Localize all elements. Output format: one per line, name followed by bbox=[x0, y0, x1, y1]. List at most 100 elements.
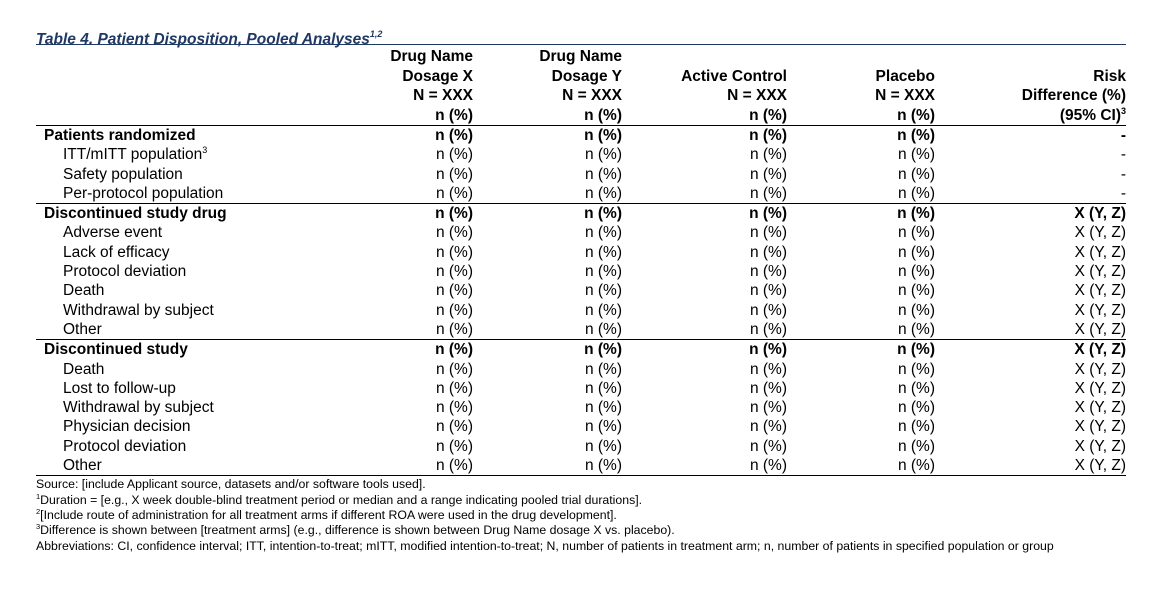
cell-value: n (%) bbox=[787, 339, 935, 360]
column-header-footnote-mark: 3 bbox=[1120, 105, 1126, 116]
row-label: ITT/mITT population3 bbox=[36, 145, 366, 164]
cell-value: n (%) bbox=[897, 320, 935, 338]
cell-value: n (%) bbox=[897, 418, 935, 436]
column-header-line: n (%) bbox=[749, 106, 787, 124]
document-page: Table 4. Patient Disposition, Pooled Ana… bbox=[36, 24, 1126, 554]
cell-value: n (%) bbox=[435, 320, 473, 338]
cell-value: n (%) bbox=[584, 184, 622, 202]
table-row: Discontinued study drug n (%) n (%) n (%) n … bbox=[36, 203, 1126, 224]
row-label: Discontinued study drug bbox=[36, 203, 366, 224]
row-label-text: Death bbox=[63, 282, 105, 300]
table-row: Discontinued study n (%) n (%) n (%) n (%) X … bbox=[36, 339, 1126, 360]
cell-value: n (%) bbox=[435, 282, 473, 300]
cell-value: X (Y, Z) bbox=[935, 203, 1126, 224]
cell-value: n (%) bbox=[749, 263, 787, 281]
cell-value: X (Y, Z) bbox=[1074, 320, 1126, 338]
cell-value: n (%) bbox=[749, 437, 787, 455]
cell-value: n (%) bbox=[473, 456, 622, 477]
row-label-text: Other bbox=[63, 320, 102, 338]
cell-value: n (%) bbox=[749, 360, 787, 378]
table-row: Death n (%) n (%) n (%) n (%) X (Y, Z) bbox=[36, 281, 1126, 300]
column-header-line: Risk bbox=[1093, 67, 1126, 85]
cell-value: n (%) bbox=[749, 282, 787, 300]
cell-value: n (%) bbox=[749, 165, 787, 183]
cell-value: - bbox=[935, 125, 1126, 146]
row-label: Withdrawal by subject bbox=[36, 398, 366, 417]
cell-value: n (%) bbox=[749, 379, 787, 397]
footnote: 1Duration = [e.g., X week double-blind t… bbox=[36, 491, 1126, 508]
cell-value: n (%) bbox=[622, 125, 787, 146]
cell-value: X (Y, Z) bbox=[1074, 399, 1126, 417]
row-label-text: Protocol deviation bbox=[63, 437, 187, 455]
footnote-text: Difference is shown between [treatment a… bbox=[40, 523, 675, 538]
footnote-mark: 1 bbox=[36, 491, 41, 501]
row-label: Protocol deviation bbox=[36, 437, 366, 456]
column-header-line: N = XXX bbox=[413, 87, 473, 104]
table-title-footnote-mark: 1,2 bbox=[369, 29, 383, 39]
cell-value: n (%) bbox=[749, 320, 787, 338]
footnote-list: 1Duration = [e.g., X week double-blind t… bbox=[36, 491, 1126, 539]
cell-value: n (%) bbox=[435, 146, 473, 164]
column-header-line: (95% CI)3 bbox=[1059, 105, 1126, 124]
column-header-line: Active Control bbox=[681, 67, 787, 85]
table-row: Protocol deviation n (%) n (%) n (%) n (%) X … bbox=[36, 262, 1126, 281]
cell-value: n (%) bbox=[897, 301, 935, 319]
cell-value: n (%) bbox=[584, 418, 622, 436]
column-header-line bbox=[36, 106, 366, 126]
table-row: Other n (%) n (%) n (%) n (%) X (Y, Z) bbox=[36, 320, 1126, 340]
row-label-text: Death bbox=[63, 360, 105, 378]
column-header-line: n (%) bbox=[584, 106, 622, 124]
column-header-3: Active Control N = XXX n (%) bbox=[622, 45, 787, 126]
cell-value: n (%) bbox=[622, 339, 787, 360]
row-label: Adverse event bbox=[36, 223, 366, 242]
column-header-line: Dosage Y bbox=[551, 67, 622, 85]
source-note: Source: [include Applicant source, datas… bbox=[36, 477, 426, 492]
cell-value: X (Y, Z) bbox=[1074, 243, 1126, 261]
row-label-text: Other bbox=[63, 457, 102, 475]
row-label-text: ITT/mITT population bbox=[63, 146, 203, 164]
row-label-text: Adverse event bbox=[63, 224, 163, 242]
cell-value: n (%) bbox=[366, 203, 473, 224]
cell-value: X (Y, Z) bbox=[1074, 437, 1126, 455]
cell-value: n (%) bbox=[584, 282, 622, 300]
row-label: Per-protocol population bbox=[36, 184, 366, 204]
table-row: Lack of efficacy n (%) n (%) n (%) n (%) X (Y… bbox=[36, 243, 1126, 262]
footnote-text: Duration = [e.g., X week double-blind tr… bbox=[40, 492, 643, 507]
table-row: Patients randomized n (%) n (%) n (%) n (%) - bbox=[36, 125, 1126, 146]
cell-value: X (Y, Z) bbox=[935, 456, 1126, 477]
table-row: Protocol deviation n (%) n (%) n (%) n (%) X … bbox=[36, 437, 1126, 456]
cell-value: n (%) bbox=[749, 418, 787, 436]
cell-value: n (%) bbox=[749, 224, 787, 242]
cell-value: n (%) bbox=[435, 437, 473, 455]
cell-value: n (%) bbox=[897, 379, 935, 397]
row-label-text: Lack of efficacy bbox=[63, 243, 170, 261]
column-header-2: Drug Name Dosage Y N = XXX n (%) bbox=[473, 45, 622, 126]
cell-value: n (%) bbox=[584, 263, 622, 281]
row-label: Other bbox=[36, 320, 366, 340]
cell-value: n (%) bbox=[584, 243, 622, 261]
cell-value: n (%) bbox=[435, 224, 473, 242]
cell-value: n (%) bbox=[435, 243, 473, 261]
cell-value: n (%) bbox=[787, 456, 935, 477]
cell-value: n (%) bbox=[622, 203, 787, 224]
cell-value: n (%) bbox=[897, 437, 935, 455]
column-header-line: N = XXX bbox=[875, 87, 935, 104]
row-label: Patients randomized bbox=[36, 125, 366, 146]
cell-value: n (%) bbox=[897, 184, 935, 202]
cell-value: n (%) bbox=[897, 282, 935, 300]
cell-value: n (%) bbox=[897, 224, 935, 242]
column-header-line bbox=[36, 67, 366, 87]
cell-value: X (Y, Z) bbox=[1074, 418, 1126, 436]
cell-value: X (Y, Z) bbox=[1074, 301, 1126, 319]
column-header-1: Drug Name Dosage X N = XXX n (%) bbox=[366, 45, 473, 126]
cell-value: n (%) bbox=[787, 125, 935, 146]
footnote: 3Difference is shown between [treatment … bbox=[36, 523, 1126, 538]
table-row: Withdrawal by subject n (%) n (%) n (%) n (%… bbox=[36, 301, 1126, 320]
row-label: Physician decision bbox=[36, 417, 366, 436]
cell-value: n (%) bbox=[473, 203, 622, 224]
footnote-mark: 2 bbox=[36, 506, 41, 516]
cell-value: n (%) bbox=[584, 301, 622, 319]
row-label-text: Withdrawal by subject bbox=[63, 301, 214, 319]
footnote-mark: 3 bbox=[36, 522, 41, 532]
cell-value: n (%) bbox=[584, 224, 622, 242]
